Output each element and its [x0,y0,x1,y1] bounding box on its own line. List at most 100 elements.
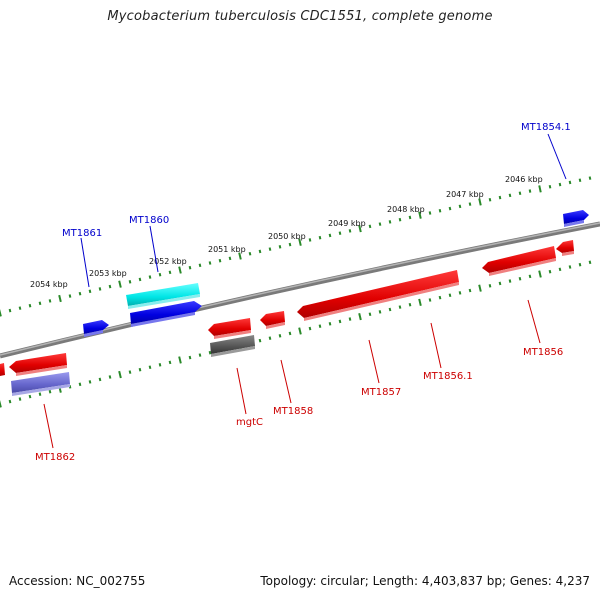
minor-tick [168,360,172,365]
gene-MT1861[interactable] [83,320,109,337]
minor-tick [268,336,272,340]
minor-tick [468,288,472,293]
minor-tick [98,287,102,291]
minor-tick [48,299,52,303]
minor-tick [108,375,112,379]
accession-text: Accession: NC_002755 [9,574,146,588]
minor-tick [288,331,292,336]
minor-tick [498,281,502,286]
minor-tick [258,249,262,254]
gene-mgtC-reverse[interactable] [208,318,251,339]
minor-tick [408,215,412,220]
minor-tick [508,279,512,283]
gene-MT1854.1[interactable] [563,210,589,227]
minor-tick [28,394,32,399]
major-tick [478,284,482,292]
minor-tick [268,247,272,251]
minor-tick [428,211,432,215]
minor-tick [568,265,572,269]
minor-tick [568,180,572,185]
major-tick [538,270,542,278]
minor-tick [38,392,42,396]
minor-tick [88,380,92,384]
gene-label: MT1860 [129,215,169,226]
minor-tick [228,256,232,261]
outer-tick-ruler [0,176,592,317]
major-tick [358,225,362,233]
major-tick [418,211,422,219]
gene-MT1858[interactable] [260,311,285,329]
minor-tick [18,306,22,310]
tick-label: 2051 kbp [208,245,246,254]
minor-tick [208,350,212,355]
minor-tick [558,182,562,187]
minor-tick [458,291,462,295]
major-tick [358,313,362,321]
tick-label: 2052 kbp [149,257,187,266]
genome-summary-text: Topology: circular; Length: 4,403,837 bp… [260,574,590,588]
minor-tick [518,191,522,196]
gene-label: MT1858 [273,406,313,417]
minor-tick [328,322,332,326]
minor-tick [318,324,322,328]
major-tick [298,327,302,335]
minor-tick [128,370,132,374]
minor-tick [218,258,222,263]
gene-label: MT1862 [35,452,75,463]
gene-label: MT1857 [361,387,401,398]
gene-left-edge[interactable] [0,363,5,376]
minor-tick [258,338,262,343]
major-tick [118,280,122,288]
major-tick [58,294,62,303]
major-tick [178,356,182,364]
tick-labels: 2054 kbp 2053 kbp 2052 kbp 2051 kbp 2050… [30,175,543,289]
minor-tick [138,367,142,372]
gene-label: MT1854.1 [521,122,571,133]
gene-MT1856-small[interactable] [556,240,574,256]
gene-MT1862-pseudo[interactable] [11,372,70,396]
minor-tick [438,208,442,213]
minor-tick [498,195,502,200]
gene-labels: MT1854.1 MT1860 MT1861 MT1856 MT1856.1 M… [35,122,571,463]
minor-tick [408,302,412,307]
gene-MT1860-cds[interactable] [130,301,202,327]
minor-tick [318,235,322,240]
minor-tick [188,265,192,270]
minor-tick [248,251,252,256]
minor-tick [488,284,492,288]
major-tick [538,185,542,193]
major-tick [418,298,422,306]
minor-tick [148,275,152,279]
minor-tick [528,274,532,279]
tick-label: 2048 kbp [387,205,425,214]
major-tick [298,238,302,246]
gene-label: mgtC [236,417,263,428]
minor-tick [378,310,382,314]
gene-MT1860[interactable] [126,283,200,309]
tick-label: 2050 kbp [268,232,306,241]
minor-tick [68,294,72,298]
minor-tick [108,284,112,289]
minor-tick [588,260,592,265]
minor-tick [348,317,352,321]
minor-tick [448,206,452,211]
gene-MT1856[interactable] [482,246,556,276]
minor-tick [348,229,352,233]
minor-tick [398,305,402,309]
minor-tick [98,377,102,382]
minor-tick [458,204,462,209]
gene-MT1856.1-MT1857[interactable] [297,270,459,321]
minor-tick [308,326,312,331]
tick-label: 2047 kbp [446,190,484,199]
minor-tick [368,312,372,317]
map-title: Mycobacterium tuberculosis CDC1551, comp… [107,9,493,24]
gene-mgtC[interactable] [210,335,255,357]
minor-tick [78,382,82,387]
minor-tick [488,197,492,202]
gene-MT1862[interactable] [9,353,67,376]
minor-tick [278,245,282,249]
minor-tick [28,303,32,308]
minor-tick [528,189,532,193]
minor-tick [428,298,432,302]
major-tick [178,266,182,274]
